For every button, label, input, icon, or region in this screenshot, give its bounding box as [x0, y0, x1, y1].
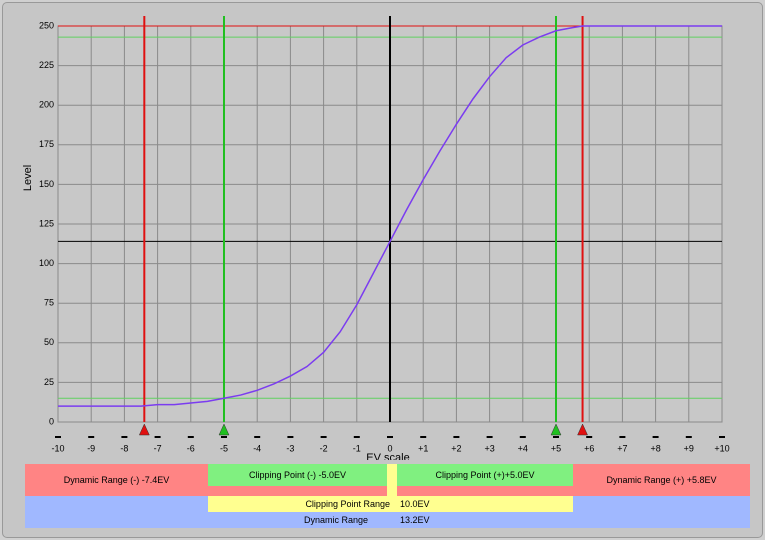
dr-label: Dynamic Range: [303, 515, 368, 525]
cp-plus: Clipping Point (+)+5.0EV: [397, 464, 573, 486]
y-tick-label: 200: [39, 100, 54, 110]
x-tick-label: +4: [518, 443, 528, 453]
marker: [550, 423, 562, 436]
x-tick-label: -5: [220, 443, 228, 453]
marker: [218, 423, 230, 436]
x-tick-label: -2: [320, 443, 328, 453]
y-tick-label: 75: [44, 298, 54, 308]
x-tick-label: -3: [286, 443, 294, 453]
cp-range-value: 10.0EV: [400, 499, 430, 509]
x-tick-label: -8: [120, 443, 128, 453]
x-tick-label: -7: [154, 443, 162, 453]
x-tick-label: +2: [451, 443, 461, 453]
dr-minus: Dynamic Range (-) -7.4EV: [63, 475, 170, 485]
y-tick-label: 175: [39, 139, 54, 149]
y-axis-title: Level: [22, 165, 34, 191]
y-tick-label: 150: [39, 179, 54, 189]
y-tick-label: 0: [49, 416, 54, 426]
x-tick-label: 0: [387, 443, 392, 453]
y-tick-label: 50: [44, 337, 54, 347]
y-tick-label: 250: [39, 20, 54, 30]
y-tick-label: 125: [39, 218, 54, 228]
x-tick-label: +9: [684, 443, 694, 453]
x-tick-label: -1: [353, 443, 361, 453]
chart: EV scale Level 0 25 50 75 100 125 150 175 200 225…: [22, 16, 730, 460]
dr-value: 13.2EV: [400, 515, 430, 525]
x-axis-title: EV scale: [366, 452, 409, 460]
x-tick-label: +6: [584, 443, 594, 453]
x-tick-label: +7: [617, 443, 627, 453]
x-tick-label: +3: [484, 443, 494, 453]
y-tick-label: 225: [39, 60, 54, 70]
cp-minus: Clipping Point (-) -5.0EV: [208, 464, 387, 486]
marker: [138, 423, 150, 436]
x-tick-label: +8: [650, 443, 660, 453]
curve: [58, 25, 722, 407]
x-tick-label: -4: [253, 443, 261, 453]
dr-plus: Dynamic Range (+) +5.8EV: [606, 475, 717, 485]
x-tick-label: -9: [87, 443, 95, 453]
y-tick-label: 100: [39, 258, 54, 268]
x-tick-label: +1: [418, 443, 428, 453]
x-tick-label: +10: [714, 443, 729, 453]
marker: [577, 423, 588, 436]
y-tick-label: 25: [44, 377, 54, 387]
center-band: [387, 464, 397, 496]
x-tick-label: -10: [51, 443, 64, 453]
cp-range-label: Clipping Point Range: [305, 499, 390, 509]
x-tick-label: +5: [551, 443, 561, 453]
cp-range-band: [208, 496, 573, 512]
x-tick-label: -6: [187, 443, 195, 453]
